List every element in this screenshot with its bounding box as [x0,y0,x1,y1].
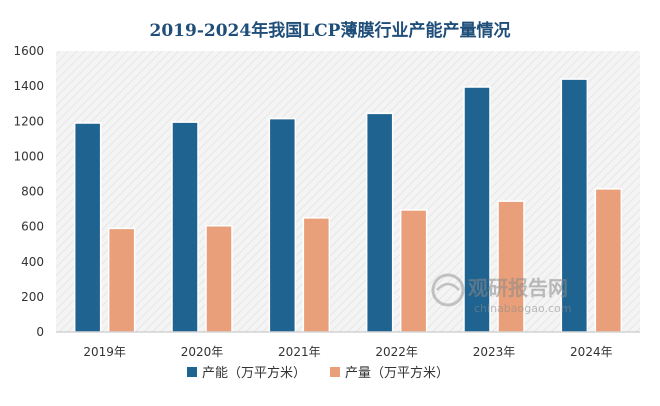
capacity-bar [365,112,394,333]
bar-group [171,121,233,333]
y-tick-label: 600 [21,220,44,234]
y-tick-label: 400 [21,255,44,269]
y-axis: 0 200 400 600 800 1000 1200 1400 1600 [13,44,44,339]
legend-item: 产量（万平方米） [330,365,449,381]
legend: 产能（万平方米） 产量（万平方米） [187,365,449,381]
legend-label: 产能（万平方米） [202,365,306,381]
bars-group [73,78,623,333]
x-tick-label: 2024年 [570,345,613,359]
legend-item: 产能（万平方米） [187,365,306,381]
bar-group [73,122,136,333]
legend-swatch [187,367,197,377]
x-axis: 2019年 2020年 2021年 2022年 2023年 2024年 [83,345,612,359]
y-tick-label: 0 [36,325,44,339]
y-tick-label: 1000 [13,149,44,163]
capacity-bar [171,121,199,333]
watermark-logo-icon [431,273,465,307]
output-bar [302,217,331,333]
capacity-bar [73,122,102,333]
bar-group [463,86,525,333]
capacity-bar [463,86,491,333]
plot-area [56,51,640,332]
y-tick-label: 1600 [13,44,44,58]
output-bar [399,209,428,333]
x-tick-label: 2021年 [278,345,321,359]
legend-swatch [330,367,340,377]
watermark-url: chinabaogao.com [474,302,572,315]
capacity-bar [268,117,297,333]
x-tick-label: 2020年 [181,345,224,359]
legend-label: 产量（万平方米） [345,365,449,381]
x-tick-label: 2019年 [83,345,126,359]
watermark-brand: 观研报告网 [468,276,568,300]
x-tick-label: 2023年 [473,345,516,359]
y-tick-label: 1200 [13,114,44,128]
watermark-swoosh-icon [436,282,460,291]
output-bar [594,188,623,333]
y-tick-label: 1400 [13,79,44,93]
y-tick-label: 800 [21,185,44,199]
output-bar [107,227,136,333]
bar-group [365,112,428,333]
watermark: 观研报告网 chinabaogao.com [431,273,572,315]
y-tick-label: 200 [21,290,44,304]
output-bar [205,224,233,333]
chart-title: 2019-2024年我国LCP薄膜行业产能产量情况 [150,20,511,41]
output-bar [497,200,525,333]
x-tick-label: 2022年 [375,345,418,359]
